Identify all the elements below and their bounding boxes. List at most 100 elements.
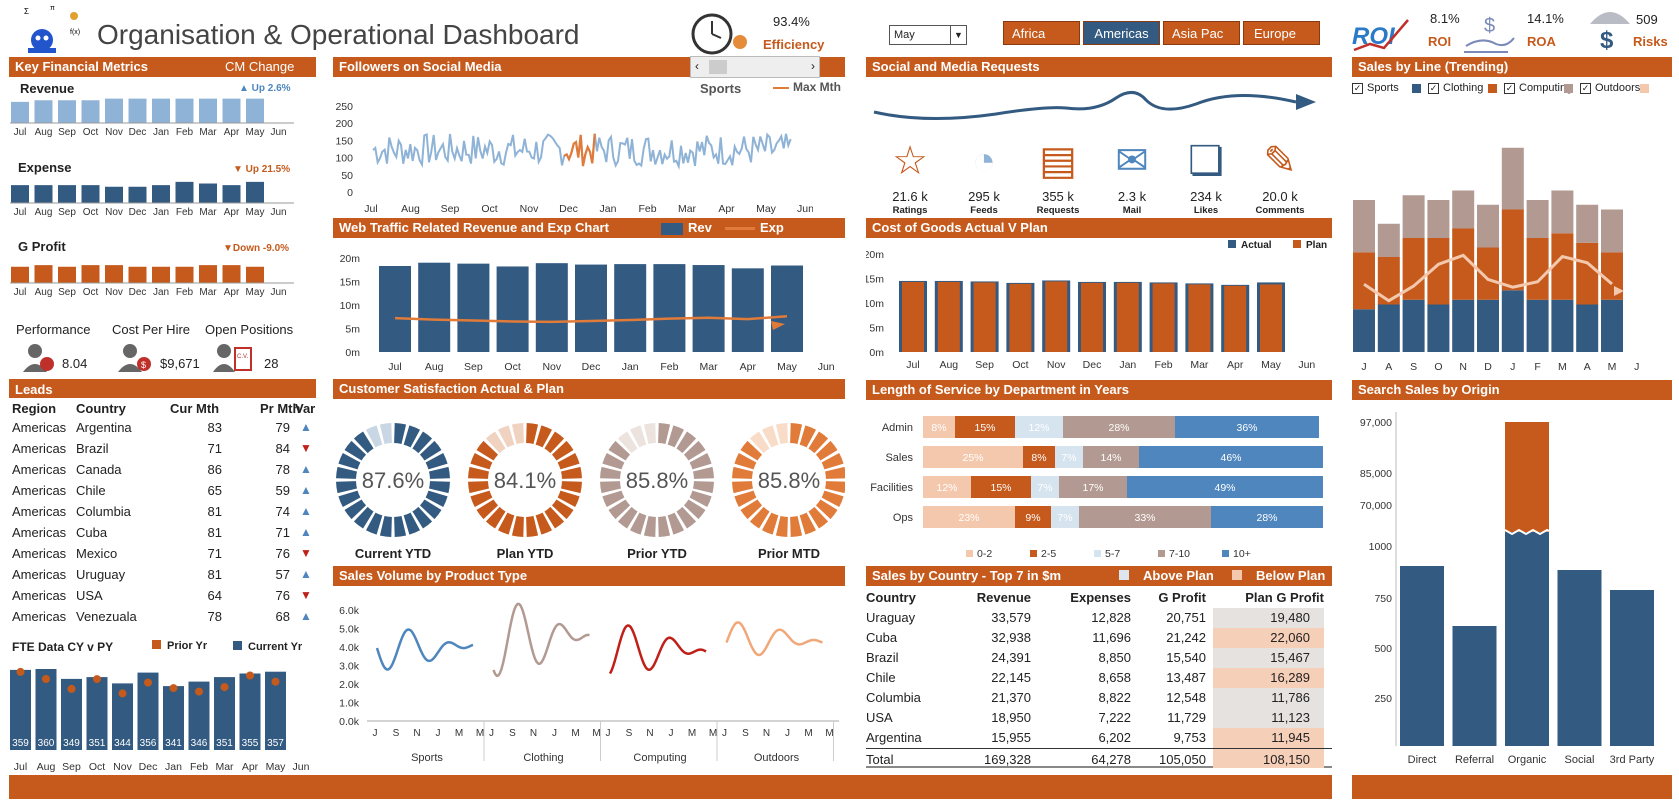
revenue-month-label: Apr <box>224 127 240 137</box>
service-legend-swatch <box>1158 550 1165 557</box>
comments-icon: ✎ <box>1263 139 1297 183</box>
revenue-bar <box>128 98 147 123</box>
cogs-plan-bar <box>1045 281 1068 352</box>
clock-icon <box>690 12 750 61</box>
volume-x-tick: J <box>552 728 557 739</box>
scroll-left-icon[interactable]: ‹ <box>695 59 699 73</box>
fte-month-label: Dec <box>139 761 158 773</box>
leads-row: Americas Brazil 71 84 ▼ <box>12 441 317 462</box>
service-segment <box>923 476 971 498</box>
checkbox-sports[interactable]: ✓ <box>1352 83 1363 94</box>
fte-current-bar <box>112 683 133 750</box>
social-request-value: 234 k <box>1190 189 1222 204</box>
volume-x-tick: M <box>455 728 463 739</box>
region-button-europe[interactable]: Europe <box>1243 21 1320 45</box>
gprofit-month-label: Dec <box>129 287 147 297</box>
web-month-label: Nov <box>542 361 561 373</box>
gauge-segment <box>821 490 844 508</box>
leads-country: Chile <box>76 483 106 498</box>
chevron-down-icon[interactable]: ▼ <box>950 26 966 44</box>
leads-pr-mth: 78 <box>275 462 290 477</box>
web-month-label: Dec <box>582 361 601 373</box>
social-request-label: Requests <box>1036 205 1080 216</box>
likes-icon: ❏ <box>1188 139 1224 183</box>
gauge-segment <box>336 481 357 494</box>
gauge-segment <box>476 499 499 520</box>
scroll-right-icon[interactable]: › <box>811 59 815 73</box>
rev-bar <box>379 265 411 352</box>
cogs-month-label: Aug <box>939 359 958 371</box>
gprofit-month-label: Apr <box>224 287 240 297</box>
expense-month-label: May <box>246 207 265 217</box>
gauge-segment <box>485 431 506 454</box>
leads-body: Americas Argentina 83 79 ▲ Americas Brazil 71 84… <box>12 420 317 630</box>
gprofit-month-label: Oct <box>83 287 99 297</box>
checkbox-clothing[interactable]: ✓ <box>1428 83 1439 94</box>
volume-x-tick: N <box>530 728 537 739</box>
region-button-africa[interactable]: Africa <box>1003 21 1080 45</box>
gauge-value: 84.1% <box>494 468 556 493</box>
sales-line-month-label: M <box>1558 361 1567 373</box>
max-month-legend: Max Mth <box>773 80 841 94</box>
gauge-segment <box>379 516 392 537</box>
leads-row: Americas Canada 86 78 ▲ <box>12 462 317 483</box>
fte-chart: 359 Jul 360 Aug 349 Sep 351 Oct 344 Nov 356 Dec 341 J… <box>10 667 310 773</box>
expense-month-label: Oct <box>83 207 99 217</box>
web-y-tick: 15m <box>340 277 361 289</box>
country-sales-cell: 22,060 <box>1213 628 1324 648</box>
gprofit-month-label: Nov <box>105 287 123 297</box>
expense-bar <box>11 185 29 203</box>
country-sales-cell: 6,202 <box>1098 730 1131 745</box>
leads-region: Americas <box>12 420 67 435</box>
fte-month-label: Feb <box>190 761 208 773</box>
checkbox-outdoors[interactable]: ✓ <box>1580 83 1591 94</box>
open-positions-icon: C.V. <box>213 342 253 377</box>
gauge-segment <box>429 466 450 479</box>
revenue-month-label: Jan <box>153 127 169 137</box>
leads-country: USA <box>76 588 103 603</box>
month-select[interactable]: May ▼ <box>889 25 967 45</box>
sales-line-month-label: F <box>1534 361 1540 373</box>
sports-slider[interactable]: ‹ › <box>690 56 820 78</box>
service-dept-label: Sales <box>885 452 913 464</box>
gprofit-month-label: Mar <box>199 287 217 297</box>
sales-line-orange-segment <box>1526 238 1549 300</box>
revenue-bar <box>81 100 100 123</box>
followers-y-tick: 250 <box>335 101 353 113</box>
region-button-asia-pac[interactable]: Asia Pac <box>1163 21 1240 45</box>
region-button-americas[interactable]: Americas <box>1083 21 1160 45</box>
fte-current-bar <box>61 678 82 750</box>
search-category-label: Social <box>1565 754 1595 766</box>
service-segment <box>1023 446 1055 468</box>
exp-arrowhead <box>771 321 785 330</box>
country-sales-cell: 12,828 <box>1091 610 1131 625</box>
volume-x-tick: J <box>489 728 494 739</box>
sales-line-orange-segment <box>1427 238 1450 305</box>
fte-month-label: Jan <box>165 761 182 773</box>
search-y-tick: 250 <box>1374 693 1392 705</box>
volume-x-tick: S <box>626 728 633 739</box>
gauge-segment <box>808 431 829 454</box>
gauge-segment <box>535 512 553 535</box>
service-segment-label: 12% <box>936 482 957 494</box>
gprofit-bar <box>105 265 123 283</box>
cogs-month-label: Nov <box>1047 359 1066 371</box>
service-legend-swatch <box>966 550 973 557</box>
gauge-segment <box>561 481 582 494</box>
gprofit-month-label: Feb <box>176 287 194 297</box>
leads-country: Mexico <box>76 546 118 561</box>
volume-x-tick: J <box>373 728 378 739</box>
roa-label: ROA <box>1527 34 1556 49</box>
checkbox-computing[interactable]: ✓ <box>1504 83 1515 94</box>
slider-thumb[interactable] <box>709 60 727 74</box>
fte-current-bar <box>163 686 184 750</box>
gauge-segment <box>734 452 757 470</box>
gprofit-bar <box>81 265 100 283</box>
social-request-value: 21.6 k <box>892 189 928 204</box>
volume-x-tick: S <box>393 728 400 739</box>
rev-bar <box>731 268 764 352</box>
gauge-segment <box>557 452 580 470</box>
leads-region: Americas <box>12 525 67 540</box>
country-sales-cell: 11,696 <box>1092 630 1131 645</box>
fte-month-label: Apr <box>242 761 259 773</box>
